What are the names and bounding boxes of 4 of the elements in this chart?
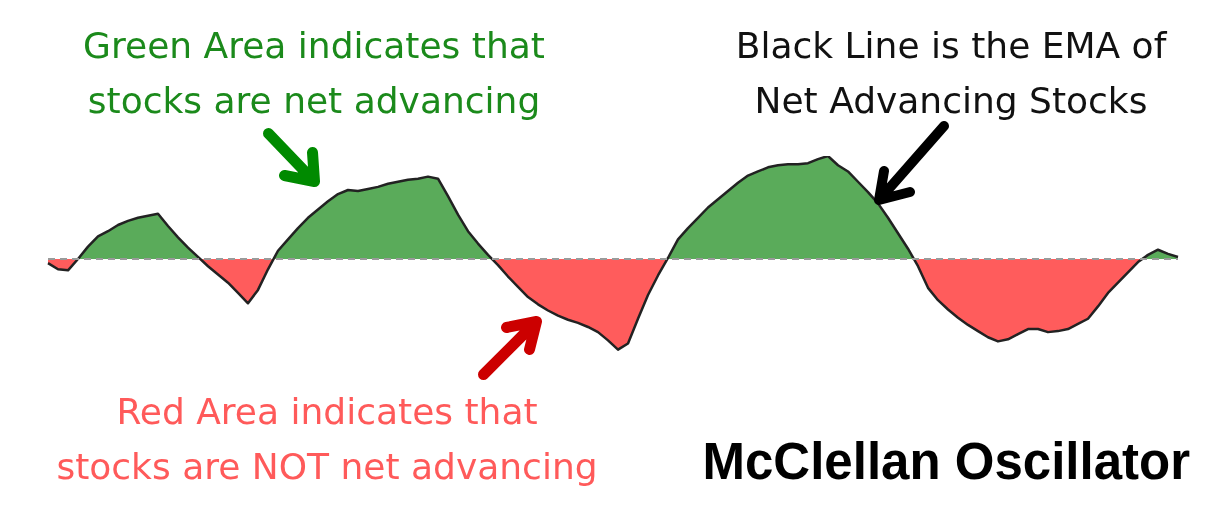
text: Green Area indicates that stocks are net advancing [83, 24, 545, 123]
text: Black Line is the EMA of Net Advancing Stocks [735, 24, 1167, 123]
text: Red Area indicates that stocks are NOT net advancing [56, 390, 598, 489]
text: McClellan Oscillator [702, 432, 1190, 492]
